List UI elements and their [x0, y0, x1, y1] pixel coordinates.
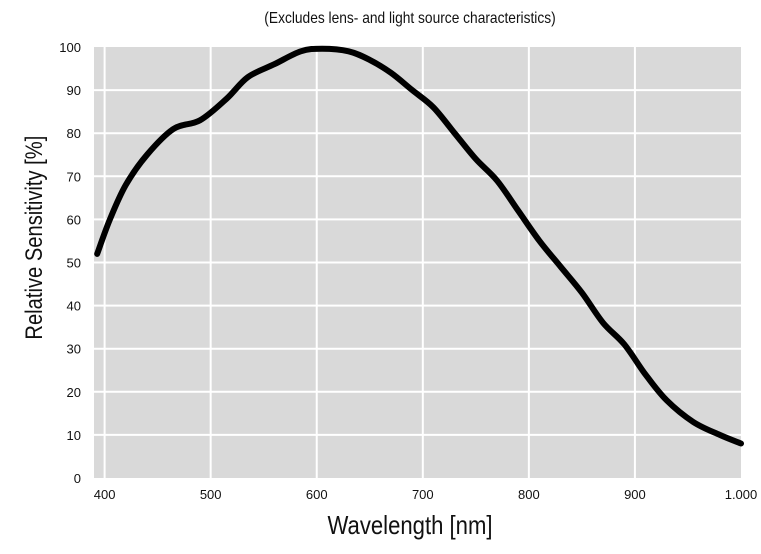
y-tick-label: 30 [67, 342, 81, 357]
y-tick-label: 60 [67, 212, 81, 227]
x-axis-label: Wavelength [nm] [327, 510, 493, 540]
y-tick-label: 50 [67, 256, 81, 271]
x-tick-label: 1.000 [725, 487, 758, 502]
chart-subtitle: (Excludes lens- and light source charact… [264, 10, 556, 27]
sensitivity-line [94, 45, 744, 447]
y-axis-ticks: 0 10 20 30 40 50 60 70 80 90 100 [59, 40, 81, 486]
x-tick-label: 800 [518, 487, 540, 502]
x-tick-label: 700 [412, 487, 434, 502]
y-tick-label: 10 [67, 428, 81, 443]
x-tick-label: 400 [94, 487, 116, 502]
y-tick-label: 40 [67, 299, 81, 314]
x-axis-ticks: 400 500 600 700 800 900 1.000 [94, 487, 758, 502]
series-layer [94, 45, 744, 447]
x-tick-label: 600 [306, 487, 328, 502]
y-tick-label: 90 [67, 83, 81, 98]
grid-lines [94, 47, 741, 478]
y-tick-label: 70 [67, 169, 81, 184]
x-tick-label: 900 [624, 487, 646, 502]
y-tick-label: 20 [67, 385, 81, 400]
x-tick-label: 500 [200, 487, 222, 502]
y-tick-label: 0 [74, 471, 81, 486]
y-tick-label: 100 [59, 40, 81, 55]
y-tick-label: 80 [67, 126, 81, 141]
